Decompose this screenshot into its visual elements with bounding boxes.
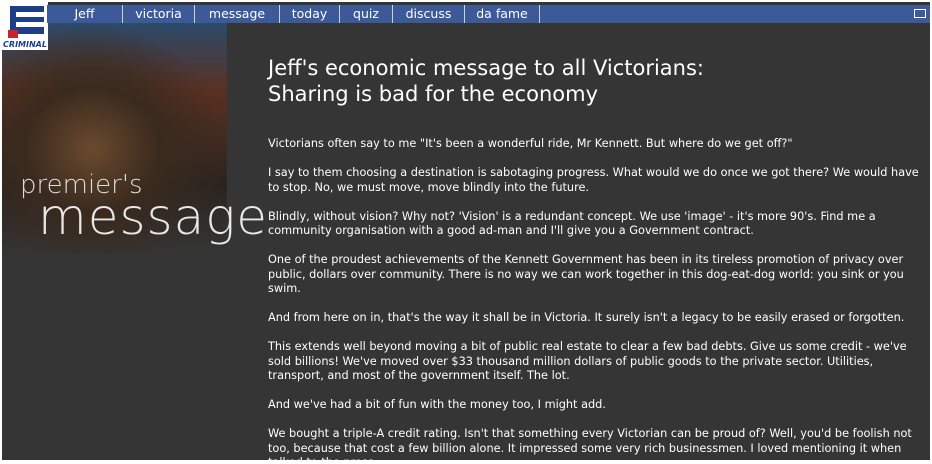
nav-link[interactable]: discuss: [393, 5, 465, 23]
paragraph: And from here on in, that's the way it s…: [268, 311, 923, 326]
article-title: Jeff's economic message to all Victorian…: [268, 55, 704, 107]
title-line: Jeff's economic message to all Victorian…: [268, 55, 704, 81]
paragraph: Victorians often say to me "It's been a …: [268, 137, 923, 152]
nav-link[interactable]: Jeff: [47, 5, 123, 23]
nav-link[interactable]: today: [280, 5, 340, 23]
page-root: CRIMINAL Jeff victoria message today qui…: [0, 2, 932, 464]
side-heading: message: [38, 188, 268, 246]
nav-bar: Jeff victoria message today quiz discuss…: [47, 5, 930, 23]
nav-link[interactable]: victoria: [123, 5, 195, 23]
nav-link[interactable]: message: [195, 5, 280, 23]
logo-mark: CRIMINAL: [2, 2, 48, 50]
title-line: Sharing is bad for the economy: [268, 81, 704, 107]
paragraph: One of the proudest achievements of the …: [268, 253, 923, 297]
article-body: Victorians often say to me "It's been a …: [268, 137, 923, 460]
logo-label: CRIMINAL: [3, 40, 47, 49]
paragraph: I say to them choosing a destination is …: [268, 166, 923, 195]
logo[interactable]: CRIMINAL: [2, 2, 48, 50]
paragraph: This extends well beyond moving a bit of…: [268, 340, 923, 384]
nav-link[interactable]: quiz: [340, 5, 393, 23]
page: CRIMINAL Jeff victoria message today qui…: [2, 2, 930, 460]
paragraph: We bought a triple-A credit rating. Isn'…: [268, 427, 923, 460]
paragraph: And we've had a bit of fun with the mone…: [268, 398, 923, 413]
nav-link[interactable]: da fame: [465, 5, 540, 23]
paragraph: Blindly, without vision? Why not? 'Visio…: [268, 210, 923, 239]
mail-icon[interactable]: [914, 9, 926, 18]
